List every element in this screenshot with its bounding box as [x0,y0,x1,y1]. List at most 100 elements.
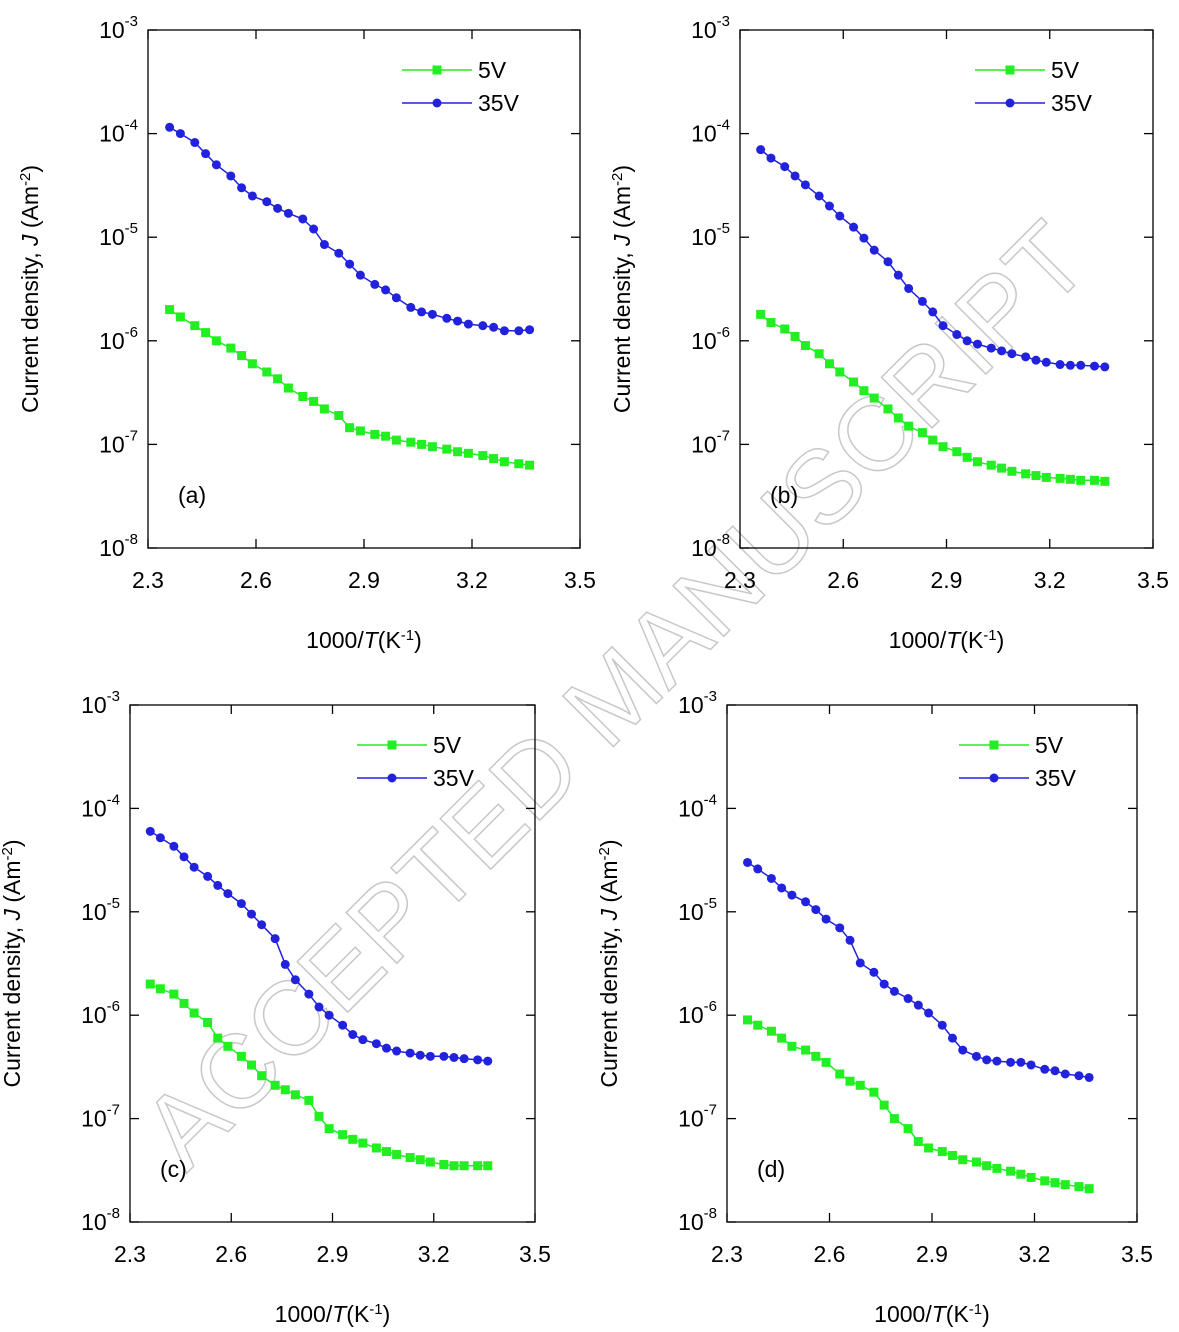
marker [928,435,938,445]
marker [499,457,509,467]
label-part: 1000/ [874,1301,932,1327]
marker [262,367,272,377]
marker [821,1057,831,1067]
marker [190,138,200,148]
marker [165,305,175,315]
y-tick-label: 10-6 [99,324,138,354]
x-tick-label: 2.6 [827,567,859,593]
marker [273,374,283,384]
x-axis-label: 1000/T(K-1) [889,627,1005,654]
marker [1040,1176,1050,1186]
marker [449,1052,459,1062]
panel-label: (b) [770,482,798,508]
marker [314,1111,324,1121]
marker [904,421,914,431]
marker [883,404,893,414]
marker [483,1056,493,1066]
marker [766,873,776,883]
label-part: 1000/ [275,1301,333,1327]
marker [958,1155,968,1165]
marker [442,313,452,323]
marker [381,431,391,441]
y-tick-exponent: -3 [125,13,138,30]
marker [814,349,824,359]
marker [766,1026,776,1036]
marker [417,307,427,317]
label-part: -2 [596,847,613,860]
marker [453,316,463,326]
x-axis-label: 1000/T(K-1) [874,1301,990,1328]
label-part: T [332,1301,348,1327]
marker [989,740,999,750]
marker [270,1080,280,1090]
marker [1005,98,1015,108]
label-part: ) [383,1301,391,1327]
y-tick-exponent: -3 [717,13,730,30]
x-tick-label: 2.9 [348,567,380,593]
y-tick-base: 10 [691,121,717,147]
marker [1076,475,1086,485]
marker [489,322,499,332]
marker [155,833,165,843]
marker [814,191,824,201]
label-part: ) [17,165,43,173]
marker [189,862,199,872]
marker [392,1046,402,1056]
marker [169,989,179,999]
label-part: Current density, [0,921,25,1088]
marker [387,773,397,783]
marker [904,283,914,293]
label-part: (Am [609,186,635,235]
marker [237,351,247,361]
marker [247,191,257,201]
marker [780,324,790,334]
series-line [747,861,1090,1079]
marker [175,312,185,322]
panel-label: (a) [178,482,206,508]
marker [1074,1182,1084,1192]
panel-label: (c) [160,1156,187,1182]
y-tick-exponent: -6 [704,998,717,1015]
marker [952,447,962,457]
marker [459,1054,469,1064]
marker [879,1100,889,1110]
marker [766,318,776,328]
marker [427,442,437,452]
marker [859,386,869,396]
marker [226,343,236,353]
marker [913,1000,923,1010]
y-tick-label: 10-3 [99,13,138,43]
y-axis-label: Current density, J (Am-2) [609,165,636,413]
marker [514,326,524,336]
marker [432,65,442,75]
marker [777,883,787,893]
marker [1100,476,1110,486]
marker [948,1033,957,1043]
marker [247,1060,256,1070]
marker [811,905,821,915]
marker [835,1069,845,1079]
marker [924,1008,934,1018]
marker [1076,360,1086,370]
y-tick-label: 10-7 [678,1102,717,1132]
y-tick-base: 10 [99,431,125,457]
panel-label: (d) [757,1156,785,1182]
marker [1021,352,1031,362]
y-tick-label: 10-7 [81,1102,120,1132]
marker [917,296,927,306]
y-tick-base: 10 [691,17,717,43]
label-part: J [17,234,43,247]
marker [869,245,879,255]
marker [1074,1071,1084,1081]
marker [1041,472,1051,482]
marker [427,309,437,319]
label-part: ) [596,839,622,847]
marker [348,1030,358,1040]
marker [355,270,365,280]
marker [247,909,256,919]
label-part: (K [960,627,984,653]
label-part: (K [346,1301,370,1327]
x-tick-label: 2.9 [931,567,963,593]
y-tick-exponent: -4 [717,117,730,134]
